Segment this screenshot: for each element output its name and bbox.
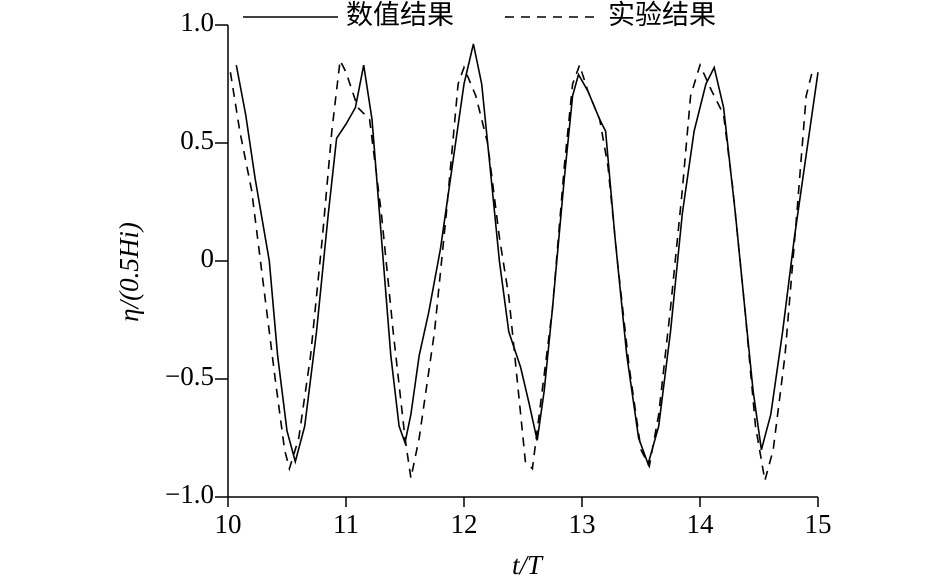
- y-axis-label: η/(0.5Hi): [114, 222, 144, 322]
- x-tick-label: 12: [451, 509, 478, 539]
- y-tick-label: −1.0: [165, 479, 214, 509]
- x-tick-label: 10: [215, 509, 242, 539]
- series-line: [235, 43, 819, 467]
- series-line: [229, 57, 815, 481]
- y-tick-label: −0.5: [165, 361, 214, 391]
- y-tick-label: 0: [201, 243, 215, 273]
- y-tick-label: 1.0: [180, 7, 214, 37]
- legend-label: 实验结果: [608, 0, 716, 30]
- legend-label: 数值结果: [346, 0, 454, 30]
- legend-background: [239, 2, 479, 36]
- y-tick-label: 0.5: [180, 125, 214, 155]
- x-tick-label: 15: [805, 509, 832, 539]
- x-tick-label: 11: [333, 509, 359, 539]
- x-axis-label: t/T: [512, 550, 544, 580]
- x-tick-label: 13: [569, 509, 596, 539]
- legend-background: [501, 2, 741, 36]
- x-tick-label: 14: [687, 509, 715, 539]
